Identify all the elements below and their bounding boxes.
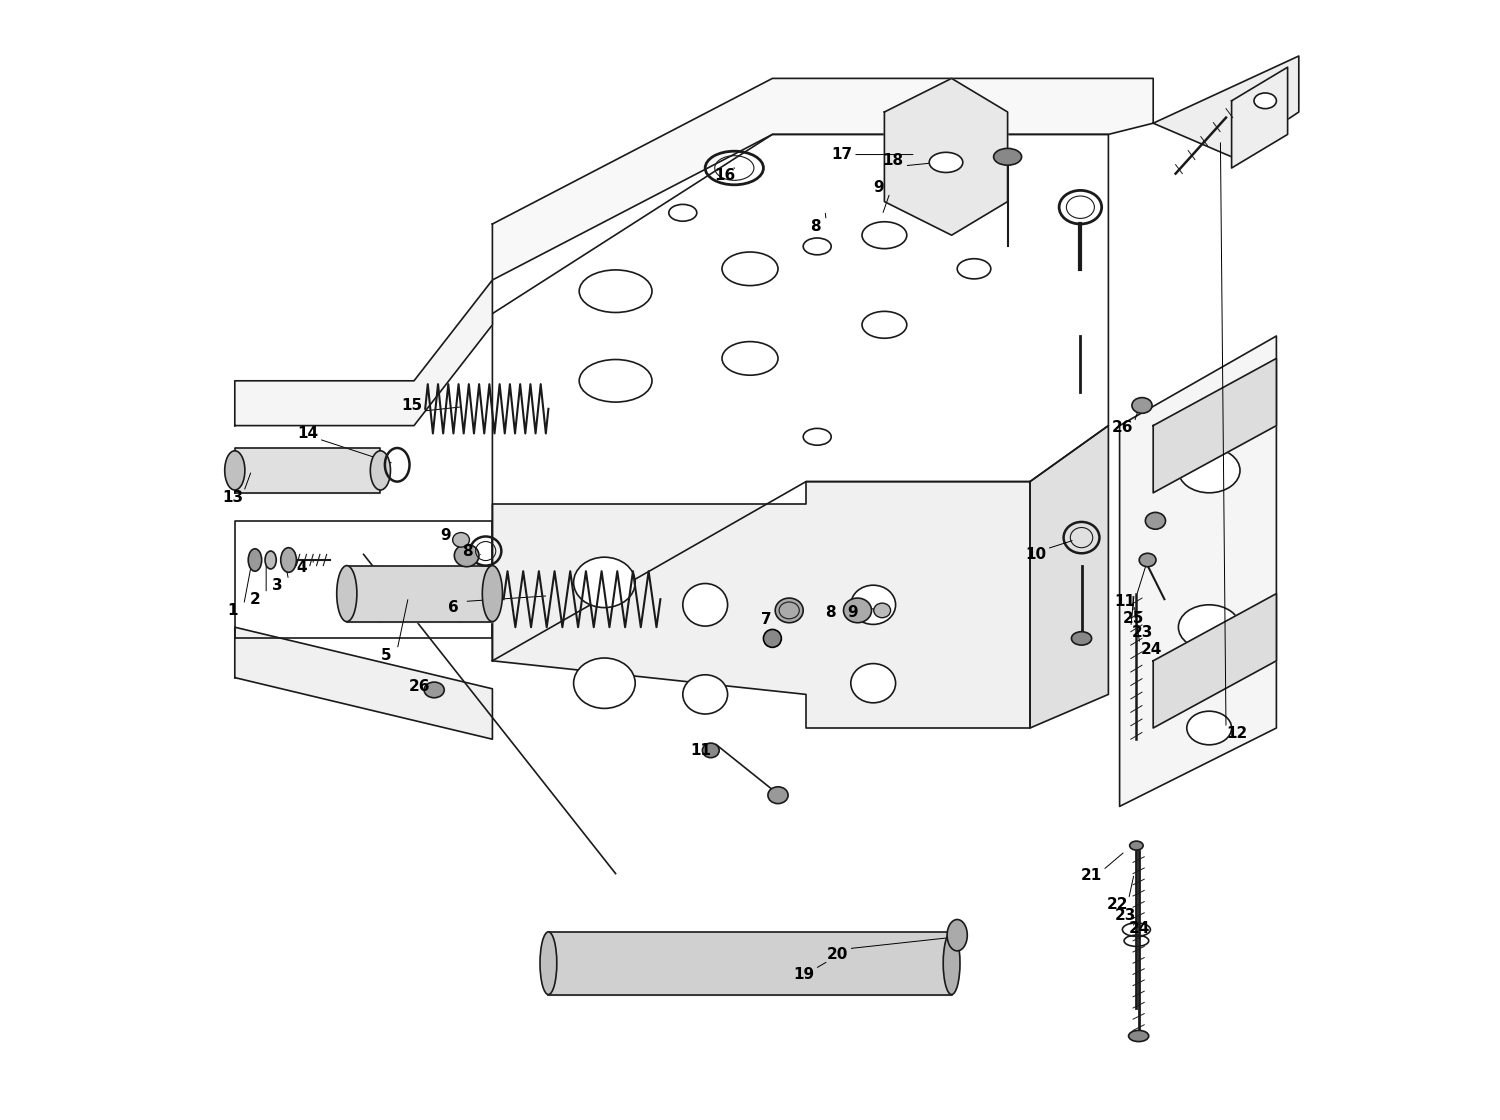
Ellipse shape bbox=[802, 429, 831, 446]
Ellipse shape bbox=[946, 920, 968, 951]
Ellipse shape bbox=[874, 604, 891, 618]
Polygon shape bbox=[885, 78, 1008, 235]
Ellipse shape bbox=[1186, 711, 1231, 745]
Text: 17: 17 bbox=[831, 147, 852, 162]
Text: 8: 8 bbox=[462, 543, 472, 559]
Ellipse shape bbox=[862, 311, 907, 338]
Ellipse shape bbox=[454, 544, 478, 567]
Text: 9: 9 bbox=[847, 605, 858, 620]
Ellipse shape bbox=[579, 360, 652, 402]
Ellipse shape bbox=[682, 584, 728, 626]
Ellipse shape bbox=[850, 663, 895, 703]
Text: 3: 3 bbox=[272, 578, 282, 594]
Ellipse shape bbox=[1128, 1030, 1149, 1042]
Text: 2: 2 bbox=[249, 591, 261, 607]
Text: 6: 6 bbox=[448, 599, 459, 615]
Polygon shape bbox=[1119, 336, 1276, 806]
Text: 26: 26 bbox=[410, 679, 430, 694]
Ellipse shape bbox=[424, 682, 444, 698]
Polygon shape bbox=[1030, 426, 1108, 728]
Ellipse shape bbox=[1146, 513, 1166, 530]
Polygon shape bbox=[236, 627, 492, 739]
Text: 15: 15 bbox=[400, 398, 423, 413]
Text: 12: 12 bbox=[1227, 726, 1248, 741]
Text: 5: 5 bbox=[381, 647, 392, 663]
Polygon shape bbox=[549, 932, 951, 995]
Text: 23: 23 bbox=[1114, 907, 1136, 923]
Text: 13: 13 bbox=[222, 489, 243, 505]
Ellipse shape bbox=[573, 659, 634, 709]
Circle shape bbox=[764, 629, 782, 647]
Text: 14: 14 bbox=[297, 426, 318, 441]
Polygon shape bbox=[236, 448, 381, 493]
Ellipse shape bbox=[540, 932, 556, 995]
Text: 1: 1 bbox=[228, 603, 238, 618]
Ellipse shape bbox=[336, 566, 357, 622]
Ellipse shape bbox=[944, 932, 960, 995]
Text: 24: 24 bbox=[1140, 642, 1161, 657]
Ellipse shape bbox=[957, 259, 992, 279]
Ellipse shape bbox=[1254, 93, 1276, 109]
Text: 7: 7 bbox=[762, 612, 772, 627]
Ellipse shape bbox=[1179, 448, 1240, 493]
Ellipse shape bbox=[280, 548, 297, 572]
Ellipse shape bbox=[266, 551, 276, 569]
Text: 21: 21 bbox=[1082, 868, 1102, 884]
Polygon shape bbox=[1154, 594, 1276, 728]
Polygon shape bbox=[1154, 56, 1299, 157]
Text: 18: 18 bbox=[884, 152, 904, 168]
Text: 11: 11 bbox=[1114, 594, 1136, 609]
Ellipse shape bbox=[850, 586, 895, 625]
Text: 9: 9 bbox=[440, 528, 450, 543]
Text: 23: 23 bbox=[1131, 625, 1152, 641]
Ellipse shape bbox=[1071, 632, 1092, 645]
Text: 11: 11 bbox=[690, 743, 711, 758]
Ellipse shape bbox=[802, 239, 831, 255]
Polygon shape bbox=[1154, 358, 1276, 493]
Ellipse shape bbox=[702, 744, 718, 757]
Ellipse shape bbox=[1138, 553, 1156, 567]
Ellipse shape bbox=[682, 674, 728, 715]
Polygon shape bbox=[236, 280, 492, 426]
Text: 24: 24 bbox=[1130, 921, 1150, 936]
Polygon shape bbox=[492, 134, 1108, 661]
Ellipse shape bbox=[225, 451, 245, 491]
Ellipse shape bbox=[1251, 93, 1280, 110]
Polygon shape bbox=[346, 566, 492, 622]
Ellipse shape bbox=[573, 558, 634, 608]
Ellipse shape bbox=[722, 252, 778, 286]
Ellipse shape bbox=[248, 549, 261, 571]
Polygon shape bbox=[492, 482, 1030, 728]
Ellipse shape bbox=[722, 342, 778, 375]
Text: 8: 8 bbox=[810, 218, 820, 234]
Text: 9: 9 bbox=[873, 179, 883, 195]
Ellipse shape bbox=[768, 787, 788, 804]
Text: 22: 22 bbox=[1107, 897, 1128, 913]
Text: 10: 10 bbox=[1024, 547, 1045, 562]
Ellipse shape bbox=[1130, 841, 1143, 850]
Ellipse shape bbox=[579, 270, 652, 312]
Text: 25: 25 bbox=[1122, 610, 1143, 626]
Polygon shape bbox=[1232, 67, 1287, 168]
Ellipse shape bbox=[993, 149, 1022, 166]
Text: 19: 19 bbox=[794, 967, 814, 982]
Text: 26: 26 bbox=[1112, 420, 1134, 436]
Polygon shape bbox=[492, 78, 1154, 280]
Ellipse shape bbox=[928, 152, 963, 172]
Text: 16: 16 bbox=[714, 168, 736, 184]
Ellipse shape bbox=[862, 222, 907, 249]
Ellipse shape bbox=[1132, 398, 1152, 413]
Text: 20: 20 bbox=[827, 946, 848, 962]
Ellipse shape bbox=[776, 598, 802, 623]
Ellipse shape bbox=[453, 533, 470, 548]
Ellipse shape bbox=[370, 451, 390, 491]
Ellipse shape bbox=[843, 598, 872, 623]
Ellipse shape bbox=[669, 205, 698, 222]
Ellipse shape bbox=[1179, 605, 1240, 650]
Text: 4: 4 bbox=[297, 560, 307, 576]
Text: 8: 8 bbox=[825, 605, 836, 620]
Ellipse shape bbox=[483, 566, 502, 622]
